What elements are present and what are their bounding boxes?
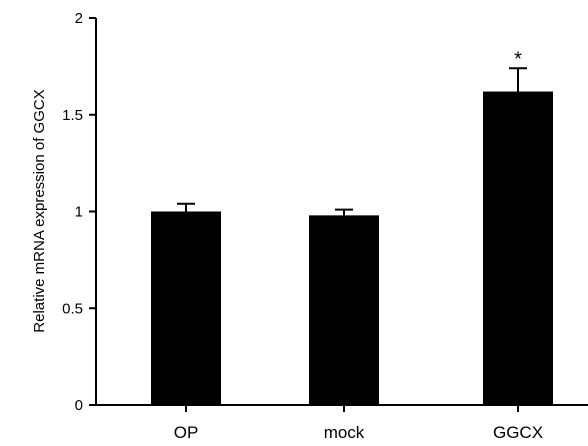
bars: * [151, 48, 553, 405]
y-tick-label: 0 [75, 397, 83, 414]
bar [483, 91, 553, 405]
x-tick-label: OP [174, 423, 199, 442]
y-tick-label: 0.5 [62, 300, 83, 317]
y-axis-title: Relative mRNA expression of GGCX [31, 89, 48, 332]
y-tick-label: 1 [75, 204, 83, 221]
x-axis: OP mock GGCX [95, 404, 588, 442]
x-tick-label: GGCX [493, 423, 543, 442]
bar [151, 211, 221, 405]
y-axis: 0 0.5 1 1.5 2 [62, 10, 97, 414]
y-tick-label: 2 [75, 10, 83, 27]
x-tick-label: mock [324, 423, 365, 442]
significance-annotation: * [514, 48, 522, 70]
bar [309, 215, 379, 405]
y-tick-label: 1.5 [62, 107, 83, 124]
